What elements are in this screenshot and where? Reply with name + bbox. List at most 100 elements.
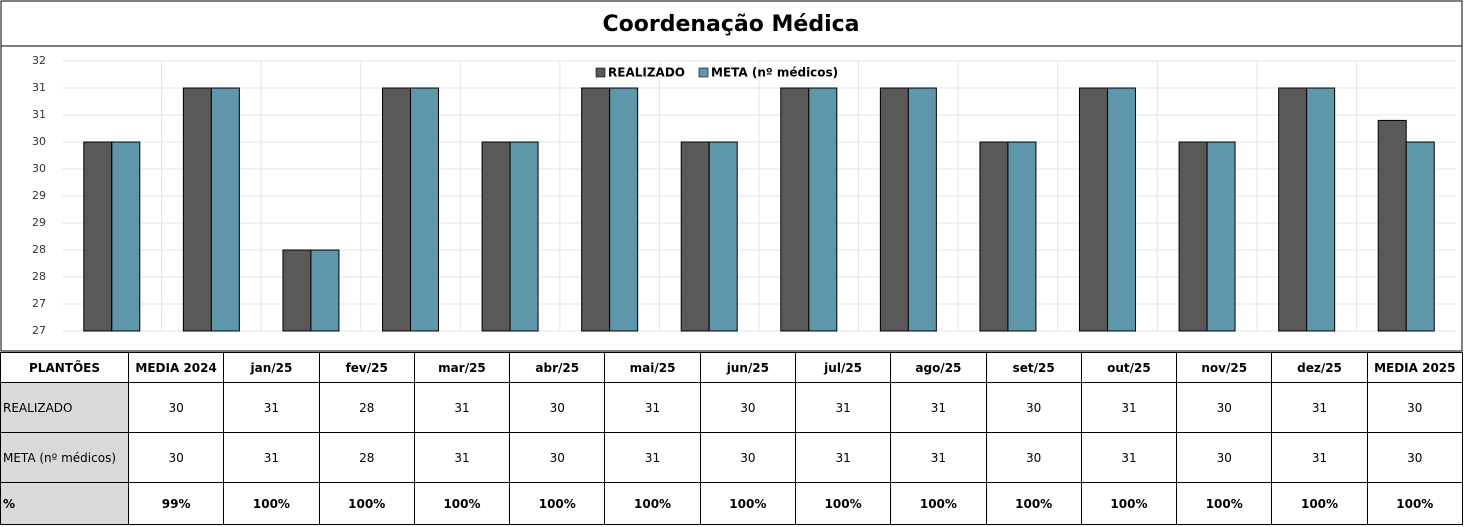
bar: [907, 87, 937, 332]
percent-cell: 100%: [509, 482, 606, 525]
category-header: ago/25: [890, 352, 987, 383]
series-row: META (nº médicos) 30 31 28 31 30 31 30 31 31 30 31 3…: [0, 432, 1463, 483]
percent-cell: 100%: [890, 482, 987, 525]
value-cell: 31: [223, 432, 320, 483]
percent-cell: 100%: [1366, 482, 1463, 525]
bar: [879, 87, 909, 332]
bar: [1405, 141, 1435, 332]
row-label: META (nº médicos): [0, 432, 129, 483]
percent-cell: 100%: [1176, 482, 1273, 525]
value-cell: 31: [890, 382, 987, 433]
value-cell: 30: [127, 382, 225, 433]
percent-cell: 100%: [318, 482, 415, 525]
corner-cell: PLANTÕES: [0, 352, 129, 383]
row-label: %: [0, 482, 129, 525]
category-header: dez/25: [1271, 352, 1368, 383]
value-cell: 30: [509, 432, 606, 483]
y-tick-label: 28: [32, 243, 46, 256]
bar: [1107, 87, 1136, 332]
value-cell: 31: [794, 382, 892, 433]
percent-cell: 100%: [223, 482, 320, 525]
category-header: set/25: [985, 352, 1082, 383]
category-header: out/25: [1080, 352, 1178, 383]
percent-cell: 100%: [1271, 482, 1368, 525]
category-header: abr/25: [509, 352, 606, 383]
percent-cell: 100%: [413, 482, 511, 525]
bar: [581, 87, 611, 332]
value-cell: 31: [890, 432, 987, 483]
category-header: mar/25: [413, 352, 511, 383]
value-cell: 30: [699, 382, 796, 433]
value-cell: 30: [509, 382, 606, 433]
legend-swatch: [595, 67, 606, 78]
bar: [382, 87, 411, 332]
y-tick-label: 30: [32, 135, 46, 148]
legend-swatch: [698, 67, 709, 78]
y-tick-label: 32: [32, 54, 46, 67]
y-tick-label: 31: [32, 81, 46, 94]
y-tick-label: 27: [32, 324, 46, 337]
bar: [1278, 87, 1308, 332]
bar: [210, 87, 240, 332]
y-tick-label: 30: [32, 162, 46, 175]
bar: [111, 141, 141, 332]
y-tick-label: 29: [32, 216, 46, 229]
series-row: REALIZADO 30 31 28 31 30 31 30 31 31 30 31 30 31 30: [0, 382, 1463, 433]
y-tick-label: 27: [32, 297, 46, 310]
value-cell: 30: [1176, 382, 1273, 433]
value-cell: 30: [127, 432, 225, 483]
bar: [1377, 119, 1407, 332]
percent-cell: 100%: [1080, 482, 1178, 525]
value-cell: 30: [1176, 432, 1273, 483]
percent-cell: 99%: [127, 482, 225, 525]
bar: [182, 87, 212, 332]
value-cell: 30: [1366, 382, 1463, 433]
chart-title: Coordenação Médica: [602, 12, 859, 37]
bar: [1306, 87, 1336, 332]
chart: Coordenação Médica 27 27 28 28 29 29 30 30 31 31 3…: [0, 0, 1463, 352]
percent-row: % 99% 100% 100% 100% 100% 100% 100% 100% 100% 100%…: [0, 482, 1463, 525]
bar: [1079, 87, 1108, 332]
legend-label: REALIZADO: [608, 66, 685, 80]
bar: [1007, 141, 1037, 332]
y-tick-label: 28: [32, 270, 46, 283]
value-cell: 31: [413, 432, 511, 483]
percent-cell: 100%: [699, 482, 796, 525]
value-cell: 31: [413, 382, 511, 433]
category-header: MEDIA 2024: [127, 352, 225, 383]
bar: [1178, 141, 1208, 332]
bar: [282, 249, 312, 332]
value-cell: 30: [699, 432, 796, 483]
data-table: PLANTÕES MEDIA 2024 jan/25 fev/25 mar/25 abr/…: [0, 352, 1463, 525]
value-cell: 31: [604, 382, 701, 433]
category-header: mai/25: [604, 352, 701, 383]
value-cell: 31: [1271, 382, 1368, 433]
bar: [310, 249, 340, 332]
category-header: jan/25: [223, 352, 320, 383]
category-header: jul/25: [794, 352, 892, 383]
bar: [979, 141, 1009, 332]
bar: [680, 141, 710, 332]
bar: [410, 87, 439, 332]
category-header: jun/25: [699, 352, 796, 383]
bar: [609, 87, 639, 332]
percent-cell: 100%: [985, 482, 1082, 525]
header-row: PLANTÕES MEDIA 2024 jan/25 fev/25 mar/25 abr/…: [0, 352, 1463, 383]
value-cell: 30: [985, 382, 1082, 433]
bar: [481, 141, 511, 332]
value-cell: 30: [1366, 432, 1463, 483]
row-label: REALIZADO: [0, 382, 129, 433]
value-cell: 31: [223, 382, 320, 433]
value-cell: 31: [794, 432, 892, 483]
category-header: nov/25: [1176, 352, 1273, 383]
bar: [780, 87, 810, 332]
category-header: MEDIA 2025: [1366, 352, 1463, 383]
y-tick-label: 31: [32, 108, 46, 121]
value-cell: 30: [985, 432, 1082, 483]
percent-cell: 100%: [794, 482, 892, 525]
bar: [808, 87, 838, 332]
value-cell: 28: [318, 382, 415, 433]
value-cell: 28: [318, 432, 415, 483]
value-cell: 31: [1080, 432, 1178, 483]
